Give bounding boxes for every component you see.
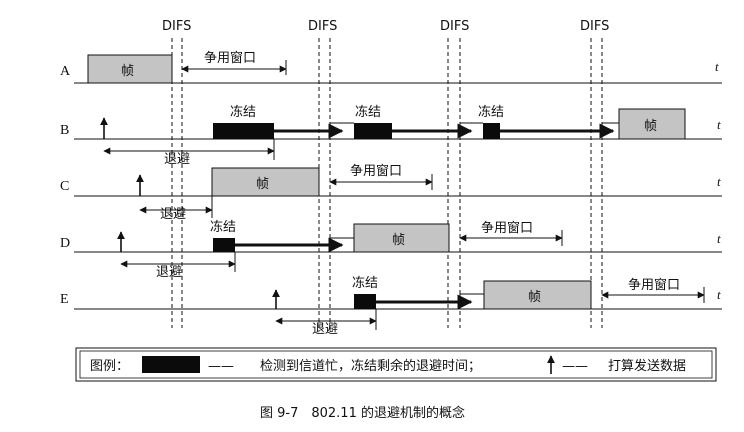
time-label-a: t [715,59,719,74]
time-label-d: t [717,231,721,246]
frame-b [618,108,686,140]
difs-step-b1 [329,122,354,139]
frame-c [211,167,320,197]
difs-label-3: DIFS [440,19,469,34]
station-label-d: D [60,236,70,251]
legend-freeze-swatch [142,356,200,373]
frame-label-a: 帧 [121,64,134,79]
difs-guides [171,38,603,328]
freeze-block-b2 [354,123,392,139]
legend-dash-1: —— [208,359,234,374]
backoff-label-d: 退避 [156,265,182,280]
difs-label-2: DIFS [308,19,337,34]
legend-dash-2: —— [562,359,588,374]
contention-window-label-a: 争用窗口 [204,50,256,66]
frame-e [483,280,592,310]
station-label-a: A [60,64,71,79]
contention-window-label-e: 争用窗口 [628,277,680,293]
frame-a [87,54,173,84]
frame-d [353,223,450,253]
difs-step-b2 [459,122,483,139]
legend-prefix: 图例： [90,359,129,374]
station-label-e: E [60,292,69,307]
time-label-c: t [717,174,721,189]
contention-window-label-c: 争用窗口 [350,163,402,179]
legend-freeze-desc: 检测到信道忙，冻结剩余的退避时间； [260,358,481,374]
freeze-label-b3: 冻结 [478,104,504,120]
freeze-block-e [354,294,376,309]
legend-box-outer [75,347,717,382]
figure-caption: 图 9-7 802.11 的退避机制的概念 [260,405,465,421]
difs-label-1: DIFS [162,19,191,34]
difs-step-d [329,237,354,252]
freeze-block-b3 [483,123,500,139]
time-label-e: t [717,287,721,302]
station-label-b: B [60,123,69,138]
freeze-label-b1: 冻结 [230,104,256,120]
backoff-label-e: 退避 [312,322,338,337]
frame-label-b: 帧 [644,119,657,134]
freeze-block-d [213,238,235,252]
freeze-block-b1 [213,123,274,139]
station-label-c: C [60,179,69,194]
difs-step-b3 [601,122,619,139]
backoff-label-c: 退避 [160,207,186,222]
frame-label-c: 帧 [256,177,269,192]
frame-label-e: 帧 [528,290,541,305]
legend-send-desc: 打算发送数据 [608,358,686,374]
freeze-label-d: 冻结 [210,219,236,235]
backoff-label-b: 退避 [164,152,190,167]
difs-step-e [459,293,484,309]
freeze-label-b2: 冻结 [355,104,381,120]
time-label-b: t [717,117,721,132]
difs-label-4: DIFS [580,19,609,34]
legend-box-inner [79,350,713,379]
freeze-label-e: 冻结 [352,275,378,291]
frame-label-d: 帧 [392,233,405,248]
contention-window-label-d: 争用窗口 [481,220,533,236]
